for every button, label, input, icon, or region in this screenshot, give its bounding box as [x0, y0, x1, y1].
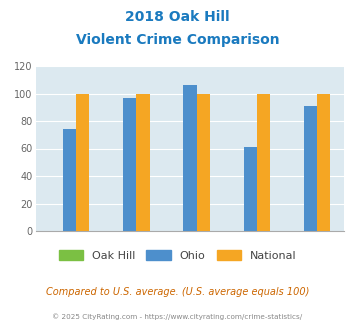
Text: © 2025 CityRating.com - https://www.cityrating.com/crime-statistics/: © 2025 CityRating.com - https://www.city… [53, 314, 302, 320]
Bar [244, 147, 257, 231]
Legend: Oak Hill, Ohio, National: Oak Hill, Ohio, National [59, 250, 296, 261]
Bar [197, 93, 210, 231]
Text: Compared to U.S. average. (U.S. average equals 100): Compared to U.S. average. (U.S. average … [46, 287, 309, 297]
Text: 2018 Oak Hill: 2018 Oak Hill [125, 10, 230, 24]
Bar [183, 85, 197, 231]
Bar [63, 129, 76, 231]
Bar [317, 93, 330, 231]
Bar [136, 93, 149, 231]
Bar [123, 98, 136, 231]
Text: Violent Crime Comparison: Violent Crime Comparison [76, 33, 279, 47]
Bar [257, 93, 270, 231]
Bar [304, 106, 317, 231]
Bar [76, 93, 89, 231]
